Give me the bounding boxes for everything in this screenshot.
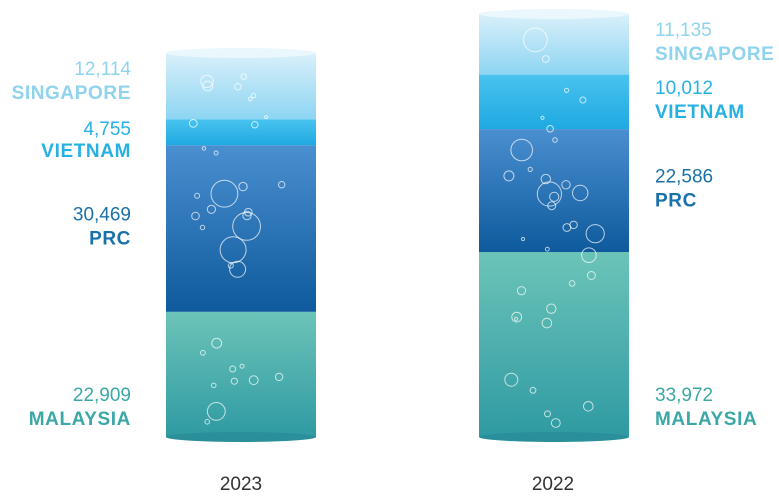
bar-malaysia-2022 (479, 252, 629, 437)
series-label-malaysia-2023: MALAYSIA (29, 409, 131, 430)
data-label-vietnam-2022: 10,012 (655, 78, 713, 99)
bar-vietnam-2022 (479, 74, 629, 130)
series-label-singapore-2022: SINGAPORE (655, 44, 774, 65)
column-bottom-cap (479, 432, 629, 442)
series-label-vietnam-2022: VIETNAM (655, 102, 745, 123)
series-label-vietnam-2023: VIETNAM (41, 141, 131, 162)
data-label-vietnam-2023: 4,755 (83, 119, 131, 140)
bar-prc-2022 (479, 129, 629, 253)
column-2022 (479, 9, 629, 442)
x-tick-label-2022: 2022 (532, 474, 574, 495)
column-bottom-cap (166, 432, 316, 442)
bar-singapore-2022 (479, 14, 629, 75)
series-label-prc-2022: PRC (655, 191, 697, 212)
series-label-singapore-2023: SINGAPORE (12, 83, 131, 104)
x-tick-label-2023: 2023 (220, 474, 262, 495)
decorative-bubbles (503, 27, 605, 428)
series-label-malaysia-2022: MALAYSIA (655, 409, 757, 430)
bar-malaysia-2023 (166, 311, 316, 437)
decorative-bubbles (188, 73, 286, 425)
data-label-prc-2022: 22,586 (655, 167, 713, 188)
column-top-cap (479, 9, 629, 19)
data-label-prc-2023: 30,469 (73, 205, 131, 226)
column-top-cap (166, 48, 316, 58)
bar-prc-2023 (166, 145, 316, 312)
bar-vietnam-2023 (166, 119, 316, 146)
data-label-malaysia-2022: 33,972 (655, 385, 713, 406)
data-label-singapore-2022: 11,135 (655, 20, 712, 41)
data-label-malaysia-2023: 22,909 (73, 385, 131, 406)
data-label-singapore-2023: 12,114 (74, 59, 131, 80)
column-2023 (166, 48, 316, 442)
series-label-prc-2023: PRC (89, 229, 131, 250)
